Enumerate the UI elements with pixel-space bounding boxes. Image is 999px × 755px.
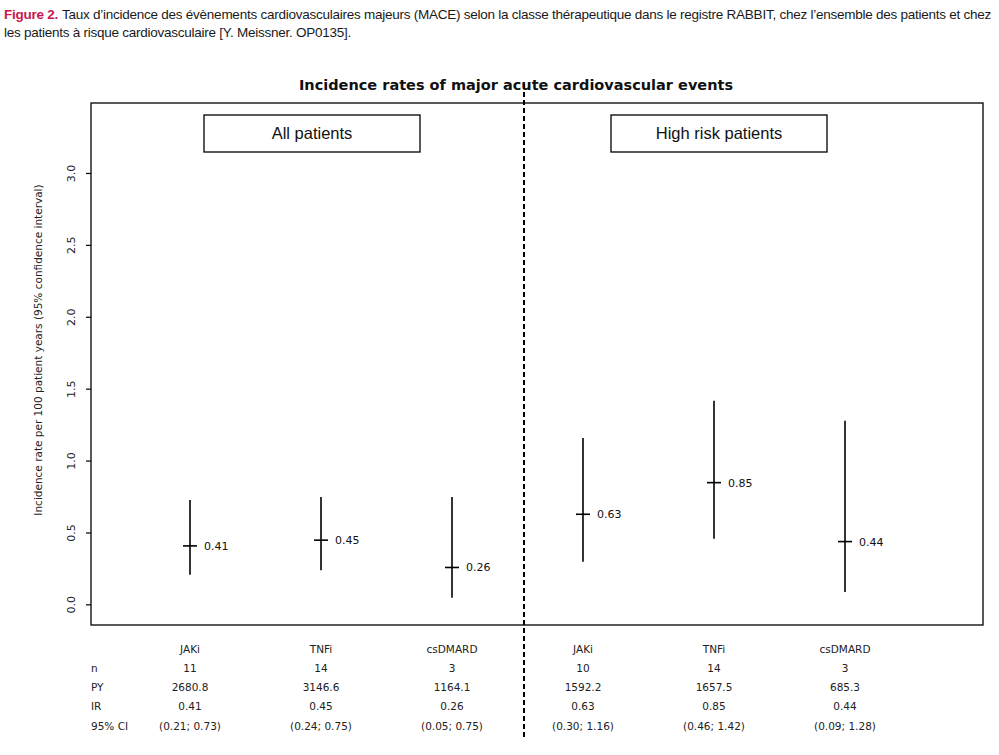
y-tick xyxy=(86,173,91,174)
table-ir: 0.45 xyxy=(309,700,332,712)
y-tick xyxy=(86,460,91,461)
caption: Figure 2.Taux d’incidence des évènements… xyxy=(4,6,994,42)
y-tick-label: 2.0 xyxy=(65,309,78,327)
plot-frame xyxy=(91,103,983,625)
y-tick-label: 0.5 xyxy=(65,524,78,542)
data-label: 0.26 xyxy=(466,561,491,574)
table-py: 685.3 xyxy=(830,681,860,693)
table-py: 1657.5 xyxy=(696,681,733,693)
y-tick-label: 0.0 xyxy=(65,596,78,614)
table-ci: (0.24; 0.75) xyxy=(290,720,352,732)
error-bar xyxy=(189,500,191,575)
error-bar xyxy=(582,438,584,562)
y-tick-label: 1.0 xyxy=(65,452,78,470)
table-py: 2680.8 xyxy=(172,681,209,693)
data-label: 0.45 xyxy=(335,534,360,547)
category-label: TNFi xyxy=(309,643,332,655)
y-tick xyxy=(86,604,91,605)
table-row-label: 95% CI xyxy=(91,720,128,732)
data-label: 0.41 xyxy=(204,540,229,553)
caption-label: Figure 2. xyxy=(4,7,58,22)
table-ci: (0.46; 1.42) xyxy=(683,720,745,732)
error-bar xyxy=(713,401,715,539)
panel-title: All patients xyxy=(272,124,353,142)
table-row-label: PY xyxy=(91,681,104,693)
y-tick-label: 3.0 xyxy=(65,165,78,183)
panel-title-box xyxy=(204,115,420,152)
table-ir: 0.85 xyxy=(702,700,725,712)
category-label: JAKi xyxy=(179,643,200,655)
panel-title-box xyxy=(611,115,827,152)
table-ci: (0.05; 0.75) xyxy=(421,720,483,732)
y-tick xyxy=(86,317,91,318)
category-label: TNFi xyxy=(702,643,725,655)
table-ci: (0.30; 1.16) xyxy=(552,720,614,732)
panel-title: High risk patients xyxy=(656,124,783,142)
category-label: csDMARD xyxy=(820,643,871,655)
table-py: 1592.2 xyxy=(565,681,602,693)
error-bar xyxy=(320,497,322,570)
data-label: 0.63 xyxy=(597,508,622,521)
table-ci: (0.09; 1.28) xyxy=(814,720,876,732)
data-label: 0.44 xyxy=(859,536,884,549)
error-bar xyxy=(451,497,453,598)
panel-divider xyxy=(523,84,525,740)
table-ir: 0.63 xyxy=(571,700,594,712)
marks xyxy=(183,401,852,598)
table-n: 14 xyxy=(707,662,721,674)
category-label: csDMARD xyxy=(427,643,478,655)
y-tick-label: 2.5 xyxy=(65,237,78,255)
table-n: 11 xyxy=(183,662,196,674)
point-estimate xyxy=(445,567,459,569)
data-label: 0.85 xyxy=(728,477,753,490)
table-n: 3 xyxy=(842,662,849,674)
table-ir: 0.26 xyxy=(440,700,464,712)
y-tick-label: 1.5 xyxy=(65,380,78,398)
y-tick xyxy=(86,389,91,390)
category-label: JAKi xyxy=(572,643,593,655)
point-estimate xyxy=(707,482,721,484)
point-estimate xyxy=(183,545,197,547)
table-ci: (0.21; 0.73) xyxy=(159,720,221,732)
point-estimate xyxy=(576,513,590,515)
y-tick xyxy=(86,532,91,533)
y-axis-label: Incidence rate per 100 patient years (95… xyxy=(32,184,44,515)
table-n: 10 xyxy=(576,662,589,674)
table-py: 3146.6 xyxy=(303,681,340,693)
table-n: 14 xyxy=(314,662,328,674)
table-py: 1164.1 xyxy=(434,681,471,693)
table-row-label: IR xyxy=(91,700,101,712)
table-ir: 0.44 xyxy=(833,700,857,712)
chart-title: Incidence rates of major acute cardiovas… xyxy=(299,77,733,93)
error-bar xyxy=(844,421,846,592)
point-estimate xyxy=(838,541,852,543)
caption-text: Taux d’incidence des évènements cardiova… xyxy=(4,7,991,40)
table-ir: 0.41 xyxy=(178,700,201,712)
point-estimate xyxy=(314,539,328,541)
table-row-label: n xyxy=(91,662,98,674)
table-n: 3 xyxy=(449,662,456,674)
y-tick xyxy=(86,245,91,246)
chart: Incidence rates of major acute cardiovas… xyxy=(0,0,999,755)
